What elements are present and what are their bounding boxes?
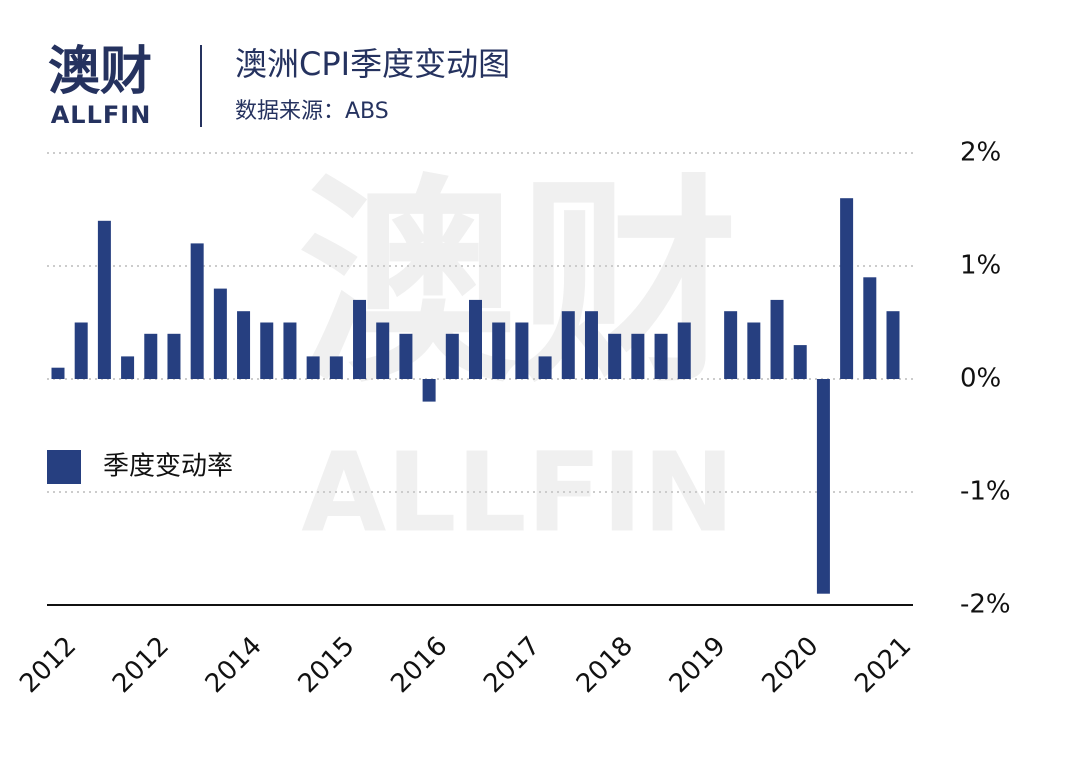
bar	[492, 322, 506, 379]
bar	[724, 311, 738, 379]
chart-subtitle: 数据来源：ABS	[235, 99, 389, 124]
x-tick-label: 2019	[664, 631, 732, 699]
y-tick-label: -1%	[960, 477, 1011, 507]
bar	[167, 333, 181, 379]
bar	[654, 333, 668, 379]
bar	[376, 322, 390, 379]
y-tick-label: 1%	[960, 251, 1001, 281]
bar	[190, 243, 204, 379]
bar	[608, 333, 622, 379]
bar	[260, 322, 274, 379]
bar	[144, 333, 158, 379]
logo-sub: ALLFIN	[51, 101, 152, 129]
x-tick-label: 2016	[385, 631, 453, 699]
x-tick-label: 2012	[107, 631, 175, 699]
x-tick-label: 2017	[478, 631, 546, 699]
bar	[584, 311, 598, 379]
bar	[840, 198, 854, 379]
bar	[74, 322, 88, 379]
bar	[747, 322, 761, 379]
watermark-sub: ALLFIN	[301, 428, 734, 556]
logo-name: 澳财	[48, 42, 152, 102]
y-tick-label: 0%	[960, 364, 1001, 394]
bar	[51, 367, 65, 379]
bar	[631, 333, 645, 379]
x-tick-label: 2014	[200, 631, 268, 699]
bar	[422, 379, 436, 402]
bar	[329, 356, 343, 379]
x-tick-label: 2020	[756, 631, 824, 699]
bar	[353, 299, 367, 379]
bar	[561, 311, 575, 379]
bar	[283, 322, 297, 379]
bar	[538, 356, 552, 379]
bar	[515, 322, 529, 379]
bar	[863, 277, 877, 379]
bar	[816, 379, 830, 594]
bar	[121, 356, 135, 379]
bar	[213, 288, 227, 379]
bar	[469, 299, 482, 379]
x-tick-label: 2012	[14, 631, 82, 699]
bar	[793, 345, 807, 379]
bar	[770, 299, 784, 379]
legend-label: 季度变动率	[103, 452, 233, 482]
bar	[306, 356, 320, 379]
bar	[97, 220, 111, 379]
bar	[399, 333, 413, 379]
chart-title: 澳洲CPI季度变动图	[235, 45, 510, 83]
y-tick-label: 2%	[960, 138, 1001, 168]
bar	[677, 322, 691, 379]
x-tick-label: 2018	[571, 631, 639, 699]
x-tick-label: 2021	[849, 631, 917, 699]
x-tick-label: 2015	[293, 631, 361, 699]
bar	[445, 333, 459, 379]
bar	[886, 311, 900, 379]
legend-swatch	[47, 450, 81, 484]
bar	[237, 311, 251, 379]
y-tick-label: -2%	[960, 590, 1011, 620]
